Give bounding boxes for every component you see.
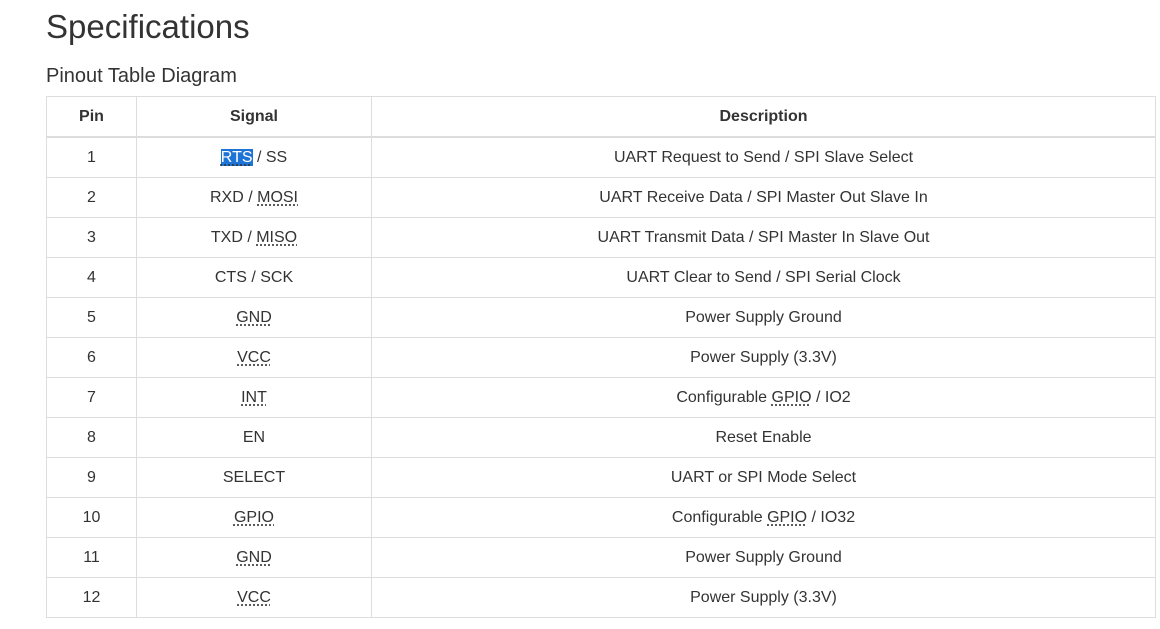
- signal-cell: EN: [136, 417, 372, 458]
- table-row: 5 GND Power Supply Ground: [46, 297, 1156, 338]
- description-cell: Power Supply Ground: [371, 297, 1156, 338]
- description-cell: Power Supply Ground: [371, 537, 1156, 578]
- description-abbr[interactable]: GPIO: [767, 508, 808, 526]
- description-cell: Configurable GPIO / IO2: [371, 377, 1156, 418]
- signal-text: SS: [265, 148, 288, 166]
- pin-cell: 9: [46, 457, 137, 498]
- signal-separator: /: [252, 148, 266, 166]
- signal-abbr[interactable]: VCC: [237, 588, 271, 606]
- pin-cell: 6: [46, 337, 137, 378]
- signal-cell: VCC: [136, 577, 372, 618]
- description-text: / IO2: [811, 388, 851, 406]
- description-cell: UART Receive Data / SPI Master Out Slave…: [371, 177, 1156, 218]
- signal-text: EN: [242, 428, 266, 446]
- table-row: 9 SELECT UART or SPI Mode Select: [46, 457, 1156, 498]
- signal-text: SCK: [260, 268, 294, 286]
- signal-cell: VCC: [136, 337, 372, 378]
- signal-abbr[interactable]: INT: [241, 388, 267, 406]
- pin-cell: 1: [46, 136, 137, 178]
- signal-text: RXD: [209, 188, 244, 206]
- description-cell: UART Transmit Data / SPI Master In Slave…: [371, 217, 1156, 258]
- header-signal: Signal: [136, 96, 372, 138]
- signal-text: CTS: [214, 268, 247, 286]
- signal-separator: /: [242, 228, 257, 246]
- pin-cell: 7: [46, 377, 137, 418]
- signal-cell: RXD / MOSI: [136, 177, 372, 218]
- header-pin: Pin: [46, 96, 137, 138]
- description-text: Configurable: [676, 388, 772, 406]
- description-cell: Power Supply (3.3V): [371, 577, 1156, 618]
- description-cell: UART Clear to Send / SPI Serial Clock: [371, 257, 1156, 298]
- pin-cell: 5: [46, 297, 137, 338]
- page-title: Specifications: [46, 8, 250, 45]
- signal-abbr[interactable]: MISO: [256, 228, 298, 246]
- table-row: 10 GPIO Configurable GPIO / IO32: [46, 497, 1156, 538]
- header-row: Pin Signal Description: [46, 96, 1156, 138]
- description-text: / IO32: [807, 508, 856, 526]
- pin-cell: 10: [46, 497, 137, 538]
- signal-abbr[interactable]: GPIO: [233, 508, 274, 526]
- signal-cell: RTS / SS: [136, 136, 372, 178]
- signal-text: SELECT: [222, 468, 286, 486]
- signal-cell: TXD / MISO: [136, 217, 372, 258]
- signal-cell: CTS / SCK: [136, 257, 372, 298]
- pin-cell: 3: [46, 217, 137, 258]
- table-row: 1 RTS / SS UART Request to Send / SPI Sl…: [46, 136, 1156, 178]
- signal-separator: /: [246, 268, 261, 286]
- pin-cell: 11: [46, 537, 137, 578]
- pin-cell: 2: [46, 177, 137, 218]
- signal-abbr[interactable]: MOSI: [257, 188, 298, 206]
- table-row: 2 RXD / MOSI UART Receive Data / SPI Mas…: [46, 177, 1156, 218]
- signal-cell: GPIO: [136, 497, 372, 538]
- signal-cell: INT: [136, 377, 372, 418]
- signal-text: TXD: [210, 228, 243, 246]
- pin-cell: 4: [46, 257, 137, 298]
- table-row: 7 INT Configurable GPIO / IO2: [46, 377, 1156, 418]
- description-cell: Reset Enable: [371, 417, 1156, 458]
- header-description: Description: [371, 96, 1156, 138]
- description-cell: UART Request to Send / SPI Slave Select: [371, 136, 1156, 178]
- table-row: 8 EN Reset Enable: [46, 417, 1156, 458]
- signal-cell: GND: [136, 537, 372, 578]
- section-title: Pinout Table Diagram: [46, 65, 237, 87]
- signal-separator: /: [243, 188, 258, 206]
- pinout-table: Pin Signal Description 1 RTS / SS UART R…: [46, 96, 1156, 618]
- table-row: 3 TXD / MISO UART Transmit Data / SPI Ma…: [46, 217, 1156, 258]
- signal-abbr[interactable]: VCC: [237, 348, 271, 366]
- description-cell: Power Supply (3.3V): [371, 337, 1156, 378]
- signal-abbr[interactable]: GND: [236, 308, 272, 326]
- table-row: 4 CTS / SCK UART Clear to Send / SPI Ser…: [46, 257, 1156, 298]
- description-text: Configurable: [671, 508, 768, 526]
- pin-cell: 12: [46, 577, 137, 618]
- description-cell: Configurable GPIO / IO32: [371, 497, 1156, 538]
- signal-abbr[interactable]: RTS: [220, 148, 253, 166]
- signal-cell: GND: [136, 297, 372, 338]
- description-cell: UART or SPI Mode Select: [371, 457, 1156, 498]
- pin-cell: 8: [46, 417, 137, 458]
- signal-cell: SELECT: [136, 457, 372, 498]
- table-row: 12 VCC Power Supply (3.3V): [46, 577, 1156, 618]
- signal-abbr[interactable]: GND: [236, 548, 272, 566]
- table-row: 6 VCC Power Supply (3.3V): [46, 337, 1156, 378]
- description-abbr[interactable]: GPIO: [771, 388, 812, 406]
- table-row: 11 GND Power Supply Ground: [46, 537, 1156, 578]
